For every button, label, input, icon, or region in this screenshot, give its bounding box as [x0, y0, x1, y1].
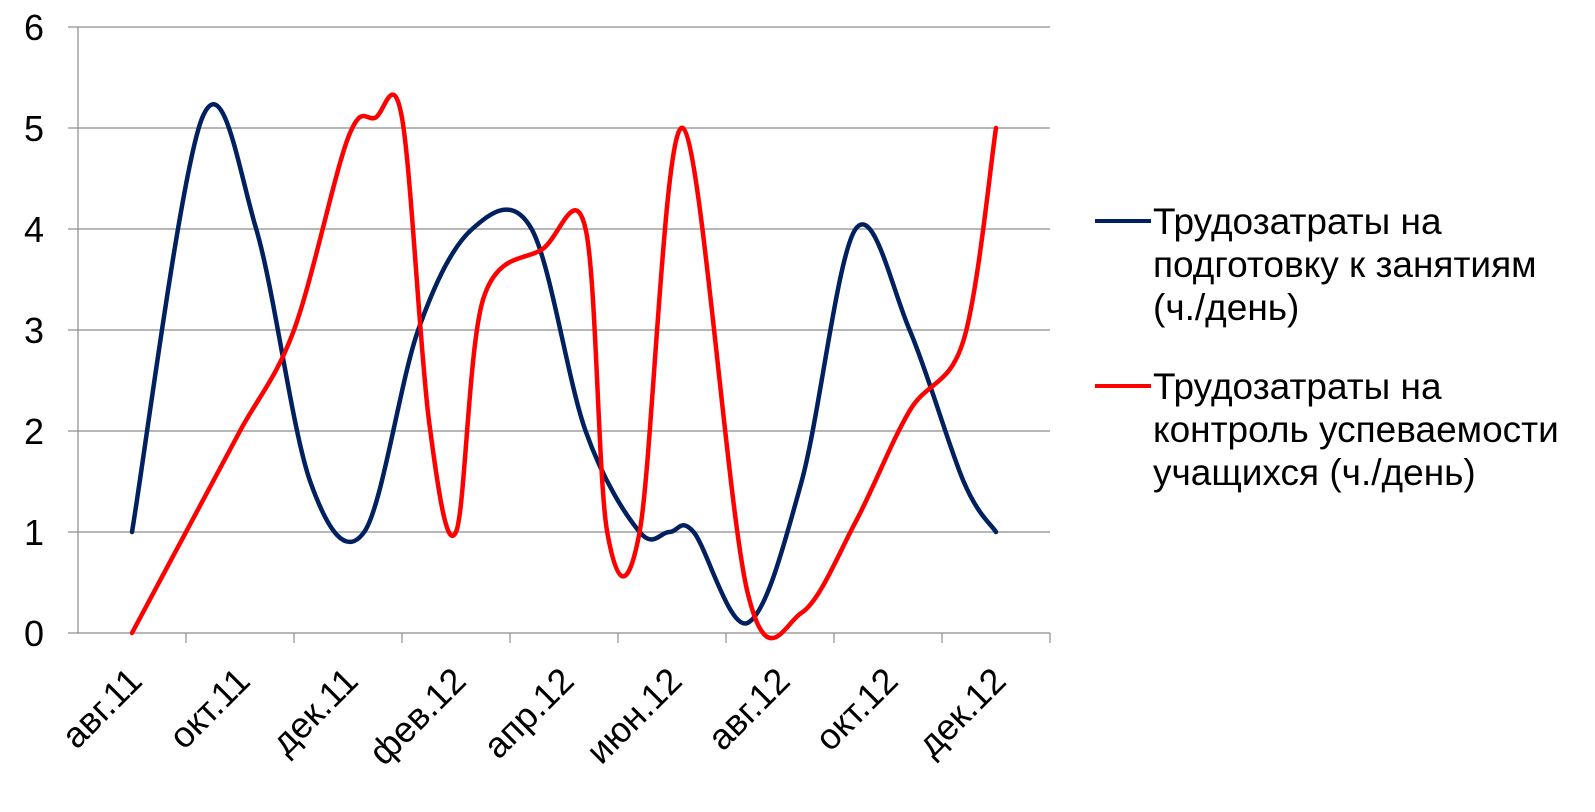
y-tick-label-6: 6: [24, 7, 44, 48]
legend-label-series-1: Трудозатраты на подготовку к занятиям (ч…: [1153, 201, 1537, 328]
series-line-2: [129, 92, 999, 641]
legend-swatch-series-2: [1095, 384, 1151, 388]
y-tick-label-3: 3: [24, 310, 44, 351]
x-tick-label-дек.12: дек.12: [909, 660, 1014, 765]
axes: [68, 26, 1051, 643]
x-tick-label-авг.11: авг.11: [53, 660, 149, 756]
x-tick-label-окт.11: окт.11: [161, 660, 258, 757]
series-line-1: [129, 101, 999, 626]
y-tick-label-1: 1: [24, 512, 44, 553]
legend: Трудозатраты на подготовку к занятиям (ч…: [1095, 200, 1590, 530]
legend-item-series-1: Трудозатраты на подготовку к занятиям (ч…: [1095, 200, 1590, 329]
x-tick-label-июн.12: июн.12: [578, 660, 690, 772]
series-lines: [129, 92, 999, 641]
gridlines: [78, 26, 1050, 533]
x-tick-label-авг.12: авг.12: [699, 660, 797, 758]
y-tick-label-0: 0: [24, 613, 44, 654]
y-tick-label-5: 5: [24, 108, 44, 149]
x-tick-label-апр.12: апр.12: [475, 660, 581, 766]
x-tick-label-окт.12: окт.12: [807, 660, 906, 759]
x-tick-label-дек.11: дек.11: [263, 660, 366, 763]
legend-item-series-2: Трудозатраты на контроль успеваемости уч…: [1095, 365, 1590, 494]
y-axis-tick-labels: 0 1 2 3 4 5 6: [24, 7, 44, 654]
y-tick-label-2: 2: [24, 411, 44, 452]
legend-swatch-series-1: [1095, 219, 1151, 223]
x-tick-label-фев.12: фев.12: [361, 660, 474, 773]
legend-label-series-2: Трудозатраты на контроль успеваемости уч…: [1153, 366, 1559, 493]
y-tick-label-4: 4: [24, 209, 44, 250]
